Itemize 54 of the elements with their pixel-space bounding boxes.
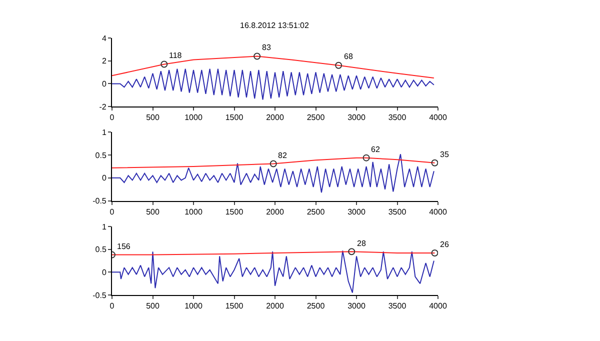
x-tick-label: 0 bbox=[110, 207, 115, 216]
y-tick-label: -0.5 bbox=[92, 196, 107, 206]
y-tick-label: 0 bbox=[102, 174, 107, 183]
point bbox=[254, 52, 261, 60]
y-tick-label: 0 bbox=[102, 79, 107, 88]
x-tick-label: 3500 bbox=[388, 207, 407, 216]
x-tick-label: 1500 bbox=[225, 207, 244, 216]
x-tick-label: 3000 bbox=[348, 207, 366, 216]
line-series bbox=[112, 68, 434, 100]
x-tick-label: 2500 bbox=[306, 207, 326, 216]
y-tick-label: -0.5 bbox=[92, 290, 107, 300]
x-tick-label: 2000 bbox=[266, 302, 284, 311]
y-tick-label: -2 bbox=[99, 102, 107, 112]
y-tick-label: 0 bbox=[102, 268, 107, 277]
y-tick-label: 1 bbox=[102, 128, 107, 138]
annotation: 26 bbox=[440, 240, 450, 249]
point bbox=[335, 62, 342, 69]
x-tick-label: 1000 bbox=[184, 207, 203, 216]
x-tick-label: 3500 bbox=[388, 302, 407, 311]
x-tick-label: 1000 bbox=[184, 302, 203, 311]
y-tick-label: 0.5 bbox=[95, 150, 107, 160]
annotation: 83 bbox=[262, 43, 272, 52]
annotation: 82 bbox=[278, 151, 288, 160]
x-tick-label: 1500 bbox=[225, 302, 244, 311]
x-tick-label: 3000 bbox=[348, 302, 366, 311]
y-tick-label: 2 bbox=[102, 56, 107, 66]
x-tick-label: 0 bbox=[110, 113, 115, 122]
x-tick-label: 0 bbox=[110, 302, 115, 311]
annotation: 118 bbox=[169, 51, 182, 60]
x-tick-label: 3000 bbox=[348, 113, 366, 122]
annotation: 28 bbox=[357, 239, 366, 248]
x-tick-label: 2000 bbox=[266, 113, 284, 122]
x-tick-label: 1000 bbox=[184, 113, 203, 122]
annotation: 156 bbox=[117, 242, 131, 251]
x-tick-label: 500 bbox=[146, 113, 160, 122]
x-tick-label: 1500 bbox=[225, 113, 244, 122]
x-tick-label: 500 bbox=[146, 302, 160, 311]
x-tick-label: 4000 bbox=[429, 207, 448, 216]
y-tick-label: 4 bbox=[102, 34, 107, 43]
line-series bbox=[112, 154, 434, 194]
annotation: 62 bbox=[371, 145, 380, 154]
x-tick-label: 2500 bbox=[306, 113, 326, 122]
y-tick-label: 0.5 bbox=[95, 245, 107, 254]
y-tick-label: 1 bbox=[102, 222, 107, 232]
annotation: 68 bbox=[344, 52, 354, 61]
x-tick-label: 2000 bbox=[266, 207, 284, 216]
x-tick-label: 2500 bbox=[306, 302, 326, 311]
x-tick-label: 4000 bbox=[429, 113, 448, 122]
point bbox=[160, 60, 168, 68]
x-tick-label: 3500 bbox=[388, 113, 407, 122]
annotation: 35 bbox=[440, 150, 450, 159]
x-tick-label: 4000 bbox=[429, 302, 448, 311]
x-tick-label: 500 bbox=[146, 207, 160, 216]
chart-title: 16.8.2012 13:51:02 bbox=[240, 21, 310, 30]
